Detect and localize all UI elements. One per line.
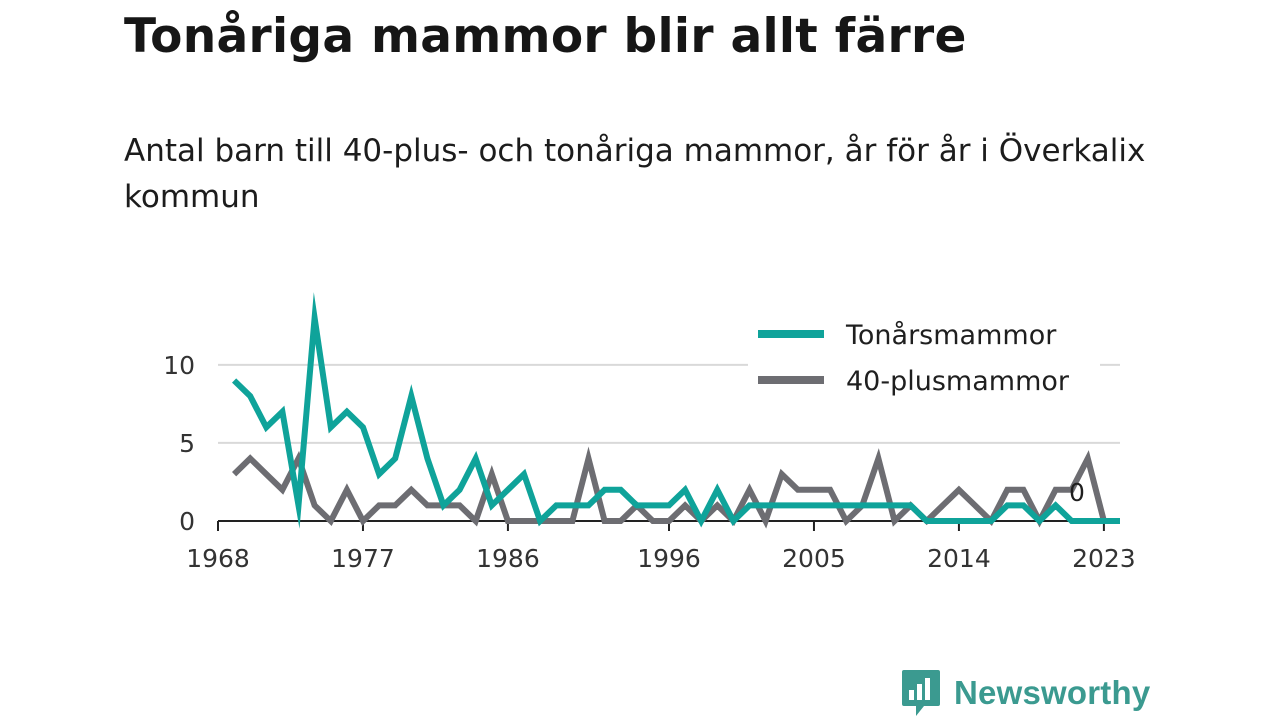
y-axis: 0 5 10 (163, 351, 195, 536)
x-tick-label: 2023 (1072, 544, 1136, 573)
y-tick-label: 0 (179, 507, 195, 536)
x-tick-label: 1977 (331, 544, 395, 573)
x-axis: 1968 1977 1986 1996 2005 2014 2023 (186, 520, 1136, 573)
legend-label-tonarsmammor: Tonårsmammor (845, 320, 1057, 351)
legend: Tonårsmammor 40-plusmammor (748, 313, 1100, 405)
series-line-tonarsmammor (232, 292, 1120, 529)
x-tick-label: 1996 (637, 544, 701, 573)
series-lines (232, 292, 1120, 529)
page-subtitle: Antal barn till 40-plus- och tonåriga ma… (124, 133, 1146, 215)
x-tick-label: 1968 (186, 544, 250, 573)
x-tick-label: 1986 (476, 544, 540, 573)
brand-logo: Newsworthy (900, 668, 1150, 718)
legend-label-40-plusmammor: 40-plusmammor (846, 366, 1070, 397)
end-value-label: 0 (1069, 478, 1085, 507)
x-tick-label: 2014 (927, 544, 991, 573)
y-tick-label: 10 (163, 351, 195, 380)
legend-background (748, 313, 1100, 405)
series-line-40-plusmammor (232, 446, 1107, 529)
page-title: Tonåriga mammor blir allt färre (124, 9, 967, 64)
brand-name: Newsworthy (954, 674, 1151, 711)
y-tick-label: 5 (179, 429, 195, 458)
newsworthy-logo-icon (902, 670, 940, 716)
x-tick-label: 2005 (782, 544, 846, 573)
